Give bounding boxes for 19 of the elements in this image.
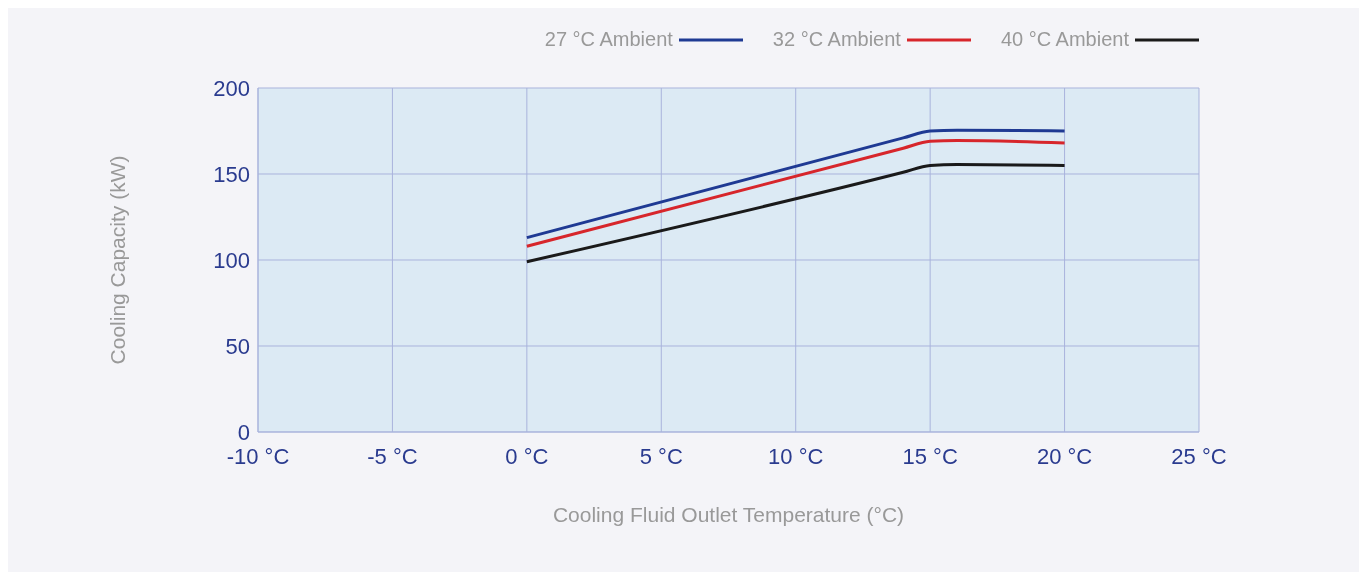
y-tick-label: 200 (213, 75, 250, 101)
x-tick-label: 0 °C (505, 443, 549, 469)
legend-label: 32 °C Ambient (772, 28, 901, 51)
y-tick-label: 50 (225, 333, 250, 359)
line-series (525, 163, 1067, 264)
y-axis-title: Cooling Capacity (kW) (106, 155, 130, 365)
y-tick-label: 0 (237, 419, 250, 445)
x-tick-label: -5 °C (367, 443, 418, 469)
legend-label: 40 °C Ambient (1000, 28, 1129, 51)
x-tick-label: 25 °C (1171, 443, 1227, 469)
x-tick-label: -10 °C (226, 443, 290, 469)
y-tick-label: 100 (213, 247, 250, 273)
x-tick-label: 15 °C (902, 443, 958, 469)
y-tick-label: 150 (213, 161, 250, 187)
x-tick-label: 20 °C (1036, 443, 1093, 469)
x-tick-label: 10 °C (768, 443, 824, 469)
legend-label: 27 °C Ambient (544, 28, 673, 51)
x-tick-label: 5 °C (639, 443, 683, 469)
x-axis-title: Cooling Fluid Outlet Temperature (°C) (552, 503, 905, 526)
